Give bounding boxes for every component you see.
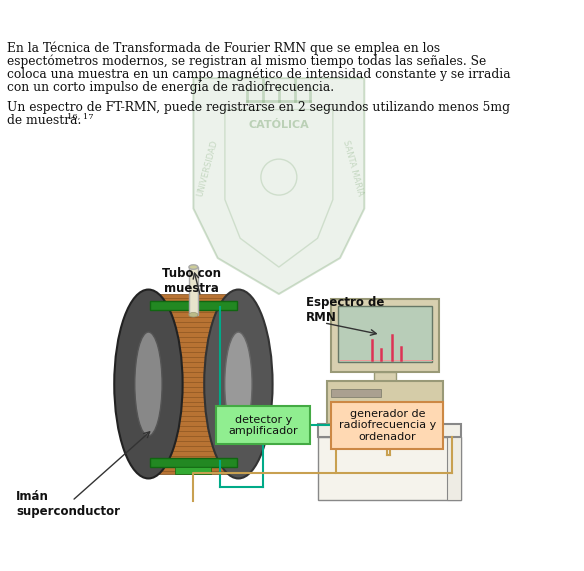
Text: UNIVERSIDAD: UNIVERSIDAD (195, 139, 219, 198)
Text: CATÓLICA: CATÓLICA (249, 120, 310, 130)
Bar (189, 267, 198, 315)
Bar (326, 381, 443, 424)
Bar (331, 388, 381, 397)
Text: SANTA MARIA: SANTA MARIA (341, 139, 364, 197)
Text: Espectro de
RMN: Espectro de RMN (306, 296, 384, 324)
Text: Imán
superconductor: Imán superconductor (16, 490, 120, 518)
Bar (331, 299, 439, 372)
Bar (331, 401, 408, 407)
Ellipse shape (114, 289, 183, 478)
Text: En la Técnica de Transformada de Fourier RMN que se emplea en los: En la Técnica de Transformada de Fourier… (7, 41, 440, 55)
Bar (318, 424, 461, 437)
Text: de muestra.: de muestra. (7, 114, 82, 127)
Text: coloca una muestra en un campo magnético de intensidad constante y se irradia: coloca una muestra en un campo magnético… (7, 67, 511, 81)
Bar (150, 458, 237, 467)
Bar (318, 437, 461, 500)
Text: Tubo con
muestra: Tubo con muestra (162, 267, 221, 295)
Bar (331, 402, 443, 449)
Ellipse shape (225, 332, 252, 436)
Text: espectómetros modernos, se registran al mismo tiempo todas las señales. Se: espectómetros modernos, se registran al … (7, 54, 486, 68)
Bar (374, 372, 396, 381)
Bar (150, 301, 237, 310)
Text: generador de
radiofrecuencia y
ordenador: generador de radiofrecuencia y ordenador (339, 409, 436, 442)
Bar (447, 437, 461, 500)
Bar (148, 294, 238, 474)
Bar (216, 407, 310, 444)
Text: con un corto impulso de energía de radiofrecuencia.: con un corto impulso de energía de radio… (7, 81, 334, 94)
Polygon shape (193, 78, 364, 294)
Ellipse shape (135, 332, 162, 436)
Text: Un espectro de FT-RMN, puede registrarse en 2 segundos utilizando menos 5mg: Un espectro de FT-RMN, puede registrarse… (7, 100, 510, 114)
Ellipse shape (189, 265, 198, 270)
Bar (338, 305, 432, 361)
Ellipse shape (204, 289, 273, 478)
Bar (175, 467, 211, 474)
Bar (331, 410, 358, 415)
Text: detector y
amplificador: detector y amplificador (228, 415, 298, 436)
Text: 16, 17: 16, 17 (67, 112, 93, 120)
Ellipse shape (189, 312, 198, 317)
